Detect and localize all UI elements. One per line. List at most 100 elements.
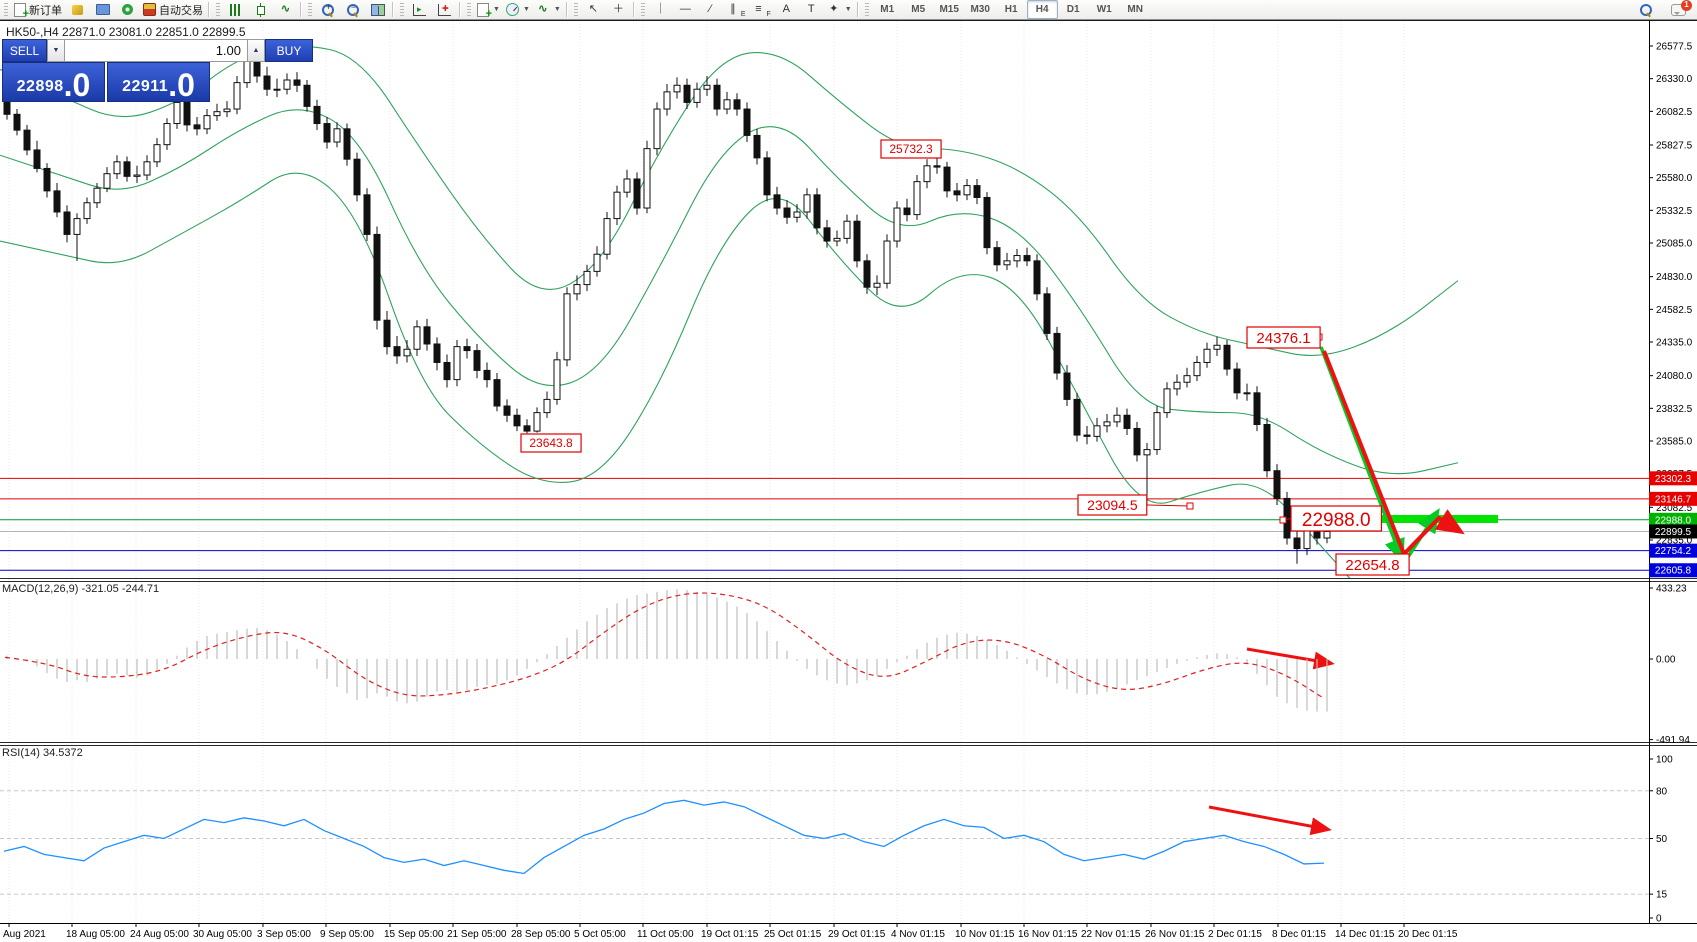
- tile-windows-button[interactable]: [365, 0, 390, 19]
- buy-price-main: 22911: [122, 78, 169, 95]
- volume-increase-button[interactable]: ▲: [247, 39, 265, 62]
- line-chart-type-icon: ∿: [280, 3, 291, 15]
- price-tag: [1649, 471, 1697, 486]
- bar-chart-type-button[interactable]: [223, 0, 248, 19]
- timeframe-d1-button[interactable]: D1: [1066, 4, 1080, 15]
- svg-text:Aug 2021: Aug 2021: [3, 929, 46, 940]
- buy-price-button[interactable]: 22911.0: [107, 62, 210, 102]
- equidistant-channel-button[interactable]: ∥ E: [723, 0, 749, 19]
- candlestick-chart-type-button[interactable]: [248, 0, 273, 19]
- auto-scroll-button[interactable]: [407, 0, 432, 19]
- search-button[interactable]: [1633, 0, 1658, 19]
- price-callouts[interactable]: 25732.3 23643.8 23094.5 24376.1 22988.0 22654…: [520, 139, 1410, 576]
- signals-button[interactable]: [115, 0, 140, 19]
- chart-shift-icon: [438, 3, 451, 16]
- timeframe-m5-button[interactable]: M5: [911, 4, 926, 15]
- arrows-tool-button[interactable]: ✦ ▼: [824, 0, 855, 19]
- timeframe-m15-button[interactable]: M15: [939, 4, 959, 15]
- time-axis[interactable]: Aug 2021 18 Aug 05:00 24 Aug 05:00 30 Aug 0…: [0, 923, 1697, 940]
- timeframe-m30-button[interactable]: M30: [970, 4, 990, 15]
- tile-windows-icon: [370, 3, 385, 16]
- text-button[interactable]: A: [774, 0, 799, 19]
- toolbar-group-handle: [216, 3, 220, 16]
- toolbar-separator: [632, 2, 635, 17]
- price-tag: [1649, 512, 1697, 527]
- timeframe-m1-button[interactable]: M1: [880, 4, 895, 15]
- svg-text:22605.8: 22605.8: [1655, 566, 1692, 577]
- macd-label: MACD(12,26,9) -321.05 -244.71: [2, 583, 159, 595]
- candles-layer[interactable]: [3, 48, 1331, 564]
- periods-button[interactable]: ▼: [503, 0, 533, 19]
- toolbar-group-handle: [4, 3, 8, 16]
- new-chart-icon: [477, 2, 492, 20]
- new-chart-button[interactable]: ▼: [474, 0, 503, 20]
- sell-price-main: 22898: [16, 78, 64, 95]
- templates-dropdown-icon[interactable]: ▼: [553, 6, 561, 13]
- svg-text:30 Aug 05:00: 30 Aug 05:00: [193, 929, 252, 940]
- macd-pane[interactable]: MACD(12,26,9) -321.05 -244.71: [2, 583, 1328, 712]
- periods-dropdown-icon[interactable]: ▼: [522, 6, 530, 13]
- timeframe-h1-button[interactable]: H1: [1004, 4, 1018, 15]
- svg-text:15 Sep 05:00: 15 Sep 05:00: [384, 929, 444, 940]
- timeframe-w1-button[interactable]: W1: [1096, 4, 1112, 15]
- new-chart-dropdown-icon[interactable]: ▼: [493, 6, 500, 13]
- svg-text:28 Sep 05:00: 28 Sep 05:00: [511, 929, 571, 940]
- rsi-pane[interactable]: RSI(14) 34.5372: [0, 747, 1649, 895]
- zoom-in-button[interactable]: [315, 0, 340, 19]
- zoom-out-button[interactable]: [340, 0, 365, 19]
- svg-text:4 Nov 01:15: 4 Nov 01:15: [891, 929, 945, 940]
- arrows-tool-dropdown-icon[interactable]: ▼: [844, 6, 852, 13]
- vertical-line-button[interactable]: ｜: [648, 0, 673, 19]
- price-axis[interactable]: 26577.5 26330.0 26082.5 25827.5 25580.0 25332…: [1649, 21, 1697, 925]
- price-tag: [1649, 524, 1697, 539]
- fibonacci-button[interactable]: ≡ F: [748, 0, 773, 19]
- svg-text:26082.5: 26082.5: [1656, 107, 1693, 118]
- trend-arrow-4: [1208, 805, 1332, 836]
- svg-text:22 Nov 01:15: 22 Nov 01:15: [1081, 929, 1141, 940]
- autotrading-button[interactable]: 自动交易: [140, 0, 206, 19]
- search-icon: [1639, 3, 1652, 16]
- timeframe-mn-button[interactable]: MN: [1127, 4, 1143, 15]
- equidistant-channel-icon: ∥: [730, 3, 736, 15]
- annotations-layer[interactable]: [1208, 346, 1498, 836]
- svg-text:25732.3: 25732.3: [889, 142, 933, 156]
- horizontal-line-icon: —: [679, 3, 691, 15]
- notifications-button[interactable]: 1: [1666, 0, 1692, 19]
- cursor-button[interactable]: ↖: [581, 0, 606, 19]
- timeframe-h4-button[interactable]: H4: [1026, 0, 1058, 19]
- experts-button[interactable]: [90, 0, 115, 19]
- svg-text:26577.5: 26577.5: [1656, 42, 1693, 53]
- text-label-button[interactable]: T: [799, 0, 824, 19]
- svg-text:8 Dec 01:15: 8 Dec 01:15: [1272, 929, 1326, 940]
- templates-button[interactable]: ∿ ▼: [533, 0, 564, 19]
- cursor-icon: ↖: [588, 3, 598, 15]
- volume-input[interactable]: [65, 39, 247, 62]
- volume-decrease-button[interactable]: ▼: [47, 39, 65, 62]
- svg-text:24582.5: 24582.5: [1656, 305, 1693, 316]
- svg-text:29 Oct 01:15: 29 Oct 01:15: [828, 929, 886, 940]
- svg-text:50: 50: [1656, 834, 1668, 845]
- horizontal-line-button[interactable]: —: [673, 0, 698, 19]
- line-chart-type-button[interactable]: ∿: [273, 0, 298, 19]
- svg-text:24830.0: 24830.0: [1656, 272, 1693, 283]
- new-order-button[interactable]: 新订单: [11, 0, 65, 20]
- autotrading-label: 自动交易: [159, 4, 203, 17]
- notification-badge: 1: [1681, 0, 1692, 11]
- svg-text:2 Dec 01:15: 2 Dec 01:15: [1208, 929, 1262, 940]
- trend-line-icon: ∕: [709, 3, 712, 15]
- svg-text:24080.0: 24080.0: [1656, 371, 1693, 382]
- sell-button[interactable]: SELL: [2, 39, 47, 62]
- text-icon: A: [782, 3, 790, 15]
- trend-line-button[interactable]: ∕: [698, 0, 723, 19]
- svg-text:23643.8: 23643.8: [529, 436, 573, 450]
- candlestick-chart-type-icon: [254, 2, 268, 17]
- svg-text:24335.0: 24335.0: [1656, 338, 1693, 349]
- metaeditor-button[interactable]: [65, 0, 90, 19]
- buy-button[interactable]: BUY: [265, 39, 313, 62]
- sell-price-button[interactable]: 22898.0: [2, 62, 105, 102]
- chart-shift-button[interactable]: [432, 0, 457, 19]
- crosshair-button[interactable]: ＋: [606, 0, 631, 19]
- rsi-label: RSI(14) 34.5372: [2, 747, 83, 759]
- svg-text:24376.1: 24376.1: [1256, 330, 1310, 347]
